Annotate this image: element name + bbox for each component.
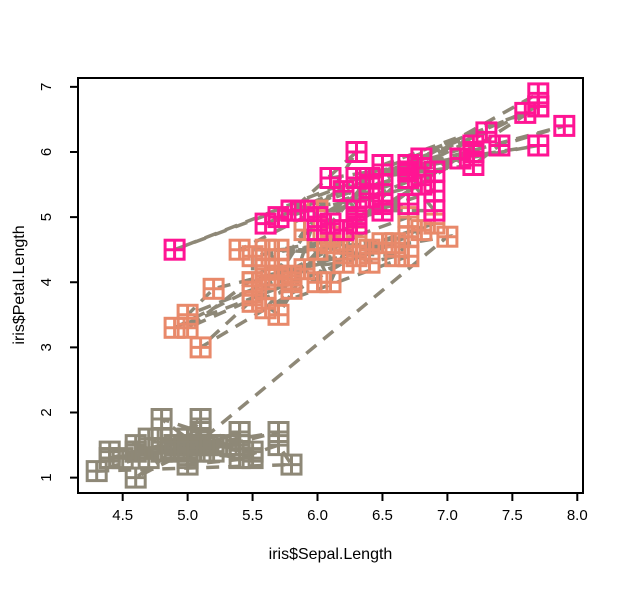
data-point-versicolor bbox=[228, 238, 251, 261]
data-point-setosa bbox=[124, 466, 147, 489]
data-point-virginica bbox=[527, 95, 550, 118]
data-point-virginica bbox=[163, 238, 186, 261]
data-point-setosa bbox=[150, 440, 173, 463]
data-point-versicolor bbox=[241, 271, 264, 294]
data-point-virginica bbox=[267, 206, 290, 229]
x-axis-label: iris$Sepal.Length bbox=[268, 546, 393, 563]
data-point-virginica bbox=[514, 101, 537, 124]
data-point-setosa bbox=[85, 460, 108, 483]
data-point-virginica bbox=[553, 114, 576, 137]
y-axis-tick-label: 2 bbox=[38, 408, 55, 416]
data-point-versicolor bbox=[332, 251, 355, 274]
data-point-virginica bbox=[397, 160, 420, 183]
data-point-versicolor bbox=[202, 277, 225, 300]
x-axis-tick-label: 6.0 bbox=[307, 507, 328, 524]
data-point-virginica bbox=[254, 212, 277, 235]
x-axis-tick-label: 7.5 bbox=[502, 507, 523, 524]
data-point-virginica bbox=[462, 154, 485, 176]
data-point-setosa bbox=[98, 447, 121, 470]
data-point-setosa bbox=[267, 421, 290, 443]
data-point-versicolor bbox=[176, 316, 199, 339]
data-point-versicolor bbox=[241, 245, 264, 268]
data-point-setosa bbox=[176, 440, 199, 463]
x-axis-tick-label: 5.5 bbox=[242, 507, 263, 524]
data-point-versicolor bbox=[189, 336, 212, 359]
y-axis-label: iris$Petal.Length bbox=[11, 225, 28, 345]
x-axis-tick-label: 5.0 bbox=[177, 507, 198, 524]
data-point-virginica bbox=[293, 199, 316, 222]
data-point-virginica bbox=[475, 121, 498, 144]
x-axis-tick-label: 7.0 bbox=[437, 507, 458, 524]
data-point-versicolor bbox=[345, 245, 368, 268]
y-axis-tick-label: 1 bbox=[38, 473, 55, 481]
y-axis-tick-label: 5 bbox=[38, 213, 55, 221]
data-point-versicolor bbox=[267, 264, 290, 287]
data-point-versicolor bbox=[397, 225, 420, 248]
data-point-virginica bbox=[410, 173, 433, 196]
plot-border bbox=[77, 77, 584, 494]
x-axis-tick-label: 4.5 bbox=[112, 507, 133, 524]
data-point-virginica bbox=[423, 199, 446, 222]
data-point-versicolor bbox=[319, 271, 342, 294]
data-point-virginica bbox=[397, 193, 420, 216]
data-point-versicolor bbox=[436, 225, 459, 248]
data-point-setosa bbox=[150, 408, 173, 430]
data-point-versicolor bbox=[410, 219, 433, 242]
y-axis-tick-label: 3 bbox=[38, 343, 55, 351]
data-point-virginica bbox=[332, 219, 355, 242]
data-point-setosa bbox=[189, 427, 212, 450]
data-point-versicolor bbox=[384, 245, 407, 268]
data-point-virginica bbox=[345, 206, 368, 229]
data-point-virginica bbox=[319, 167, 342, 189]
x-axis-tick-label: 6.5 bbox=[372, 507, 393, 524]
data-point-versicolor bbox=[358, 251, 381, 274]
data-point-virginica bbox=[488, 134, 511, 157]
data-point-versicolor bbox=[267, 303, 290, 326]
data-point-virginica bbox=[371, 193, 394, 216]
data-point-virginica bbox=[345, 167, 368, 189]
data-point-virginica bbox=[527, 134, 550, 157]
data-point-virginica bbox=[319, 212, 342, 235]
data-point-virginica bbox=[358, 173, 381, 196]
y-axis-tick-label: 7 bbox=[38, 83, 55, 91]
data-point-versicolor bbox=[293, 258, 316, 281]
y-axis-tick-label: 6 bbox=[38, 148, 55, 156]
data-point-setosa bbox=[280, 453, 303, 476]
data-point-virginica bbox=[449, 147, 472, 170]
data-point-setosa bbox=[124, 440, 147, 463]
data-point-virginica bbox=[332, 180, 355, 203]
data-point-setosa bbox=[215, 434, 238, 457]
x-axis-tick-label: 8.0 bbox=[567, 507, 588, 524]
data-point-virginica bbox=[345, 141, 368, 163]
data-point-setosa bbox=[241, 447, 264, 470]
y-axis-tick-label: 4 bbox=[38, 278, 55, 286]
data-point-versicolor bbox=[280, 271, 303, 294]
data-point-virginica bbox=[410, 147, 433, 170]
data-point-virginica bbox=[306, 219, 329, 242]
